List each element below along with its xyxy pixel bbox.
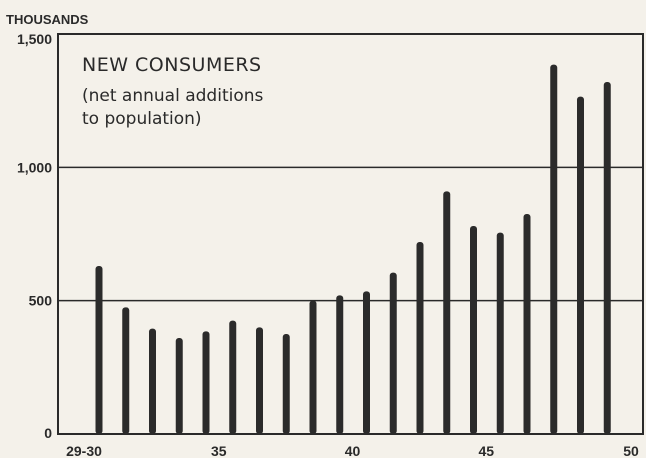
- bar-43-44: [470, 226, 477, 434]
- x-tick-label-40: 40: [345, 443, 361, 458]
- bar-34-35: [229, 320, 237, 434]
- bar-48-49: [603, 82, 611, 434]
- chart-title: NEW CONSUMERS: [82, 54, 262, 76]
- gridlines: [58, 166, 643, 302]
- y-tick-labels: 0 500 1,000 1,500: [17, 31, 52, 441]
- bars: [95, 64, 611, 435]
- x-tick-labels: 29-30 35 40 45 50: [66, 443, 639, 458]
- bar-39-40: [363, 291, 370, 434]
- x-tick-label-29-30: 29-30: [66, 443, 102, 458]
- bar-33-34: [202, 331, 210, 434]
- y-tick-label-1000: 1,000: [17, 159, 52, 175]
- chart-subtitle-line-2: to population): [82, 109, 202, 129]
- chart-subtitle-line-1: (net annual additions: [82, 86, 264, 106]
- bar-41-42: [416, 242, 424, 434]
- bar-31-32: [149, 328, 156, 434]
- y-tick-label-500: 500: [29, 293, 53, 309]
- bar-47-48: [577, 96, 584, 435]
- plot-frame: [57, 33, 644, 435]
- bar-44-45: [496, 232, 504, 434]
- bar-36-37: [282, 334, 290, 434]
- bar-45-46: [523, 214, 531, 434]
- bar-37-38: [309, 300, 317, 434]
- x-tick-label-35: 35: [211, 443, 227, 458]
- y-tick-label-0: 0: [44, 425, 52, 441]
- bar-35-36: [256, 327, 263, 434]
- bar-30-31: [122, 307, 130, 434]
- bar-29-30: [95, 266, 103, 434]
- x-tick-label-50: 50: [623, 443, 639, 458]
- bar-40-41: [389, 272, 397, 434]
- x-tick-label-45: 45: [478, 443, 494, 458]
- y-tick-label-1500: 1,500: [17, 31, 52, 47]
- bar-42-43: [443, 191, 451, 434]
- y-axis-unit-label: THOUSANDS: [6, 12, 89, 27]
- bar-38-39: [336, 295, 344, 434]
- bar-32-33: [175, 338, 183, 434]
- bar-46-47: [550, 64, 558, 435]
